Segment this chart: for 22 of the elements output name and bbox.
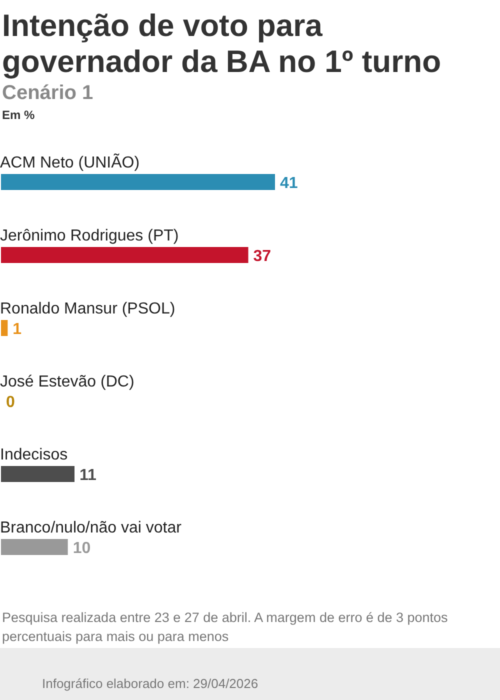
text: Pesquisa realizada entre 23 e 27 de abril. A margem de erro é de 3 pontos percentuais para mais ou para menos <box>2 609 449 646</box>
y-tick-label: ACM Neto (UNIÃO) <box>0 152 140 172</box>
text: Infográfico elaborado em: 29/04/2026 <box>42 676 258 691</box>
y-tick-label: José Estevão (DC) <box>0 374 134 390</box>
chart-title: Intenção de voto para governador da BA no 1º turno <box>2 8 442 80</box>
y-tick-label: Branco/nulo/não vai votar <box>0 520 182 536</box>
bar <box>1 320 8 336</box>
data-label: 1 <box>12 321 22 338</box>
data-label: 11 <box>80 467 97 484</box>
y-tick-label: Indecisos <box>0 446 68 464</box>
bar <box>1 174 275 190</box>
x-axis-title: Em % <box>2 108 35 122</box>
bar <box>1 466 75 482</box>
bar <box>1 539 68 555</box>
y-tick-label: Jerônimo Rodrigues (PT) <box>0 228 179 244</box>
data-label: 10 <box>72 540 91 557</box>
data-label: 0 <box>6 394 15 411</box>
bar <box>1 247 248 263</box>
chart-subtitle: Cenário 1 <box>2 82 94 105</box>
data-label: 37 <box>253 248 272 265</box>
data-label: 41 <box>280 175 298 192</box>
y-tick-label: Ronaldo Mansur (PSOL) <box>0 300 176 318</box>
